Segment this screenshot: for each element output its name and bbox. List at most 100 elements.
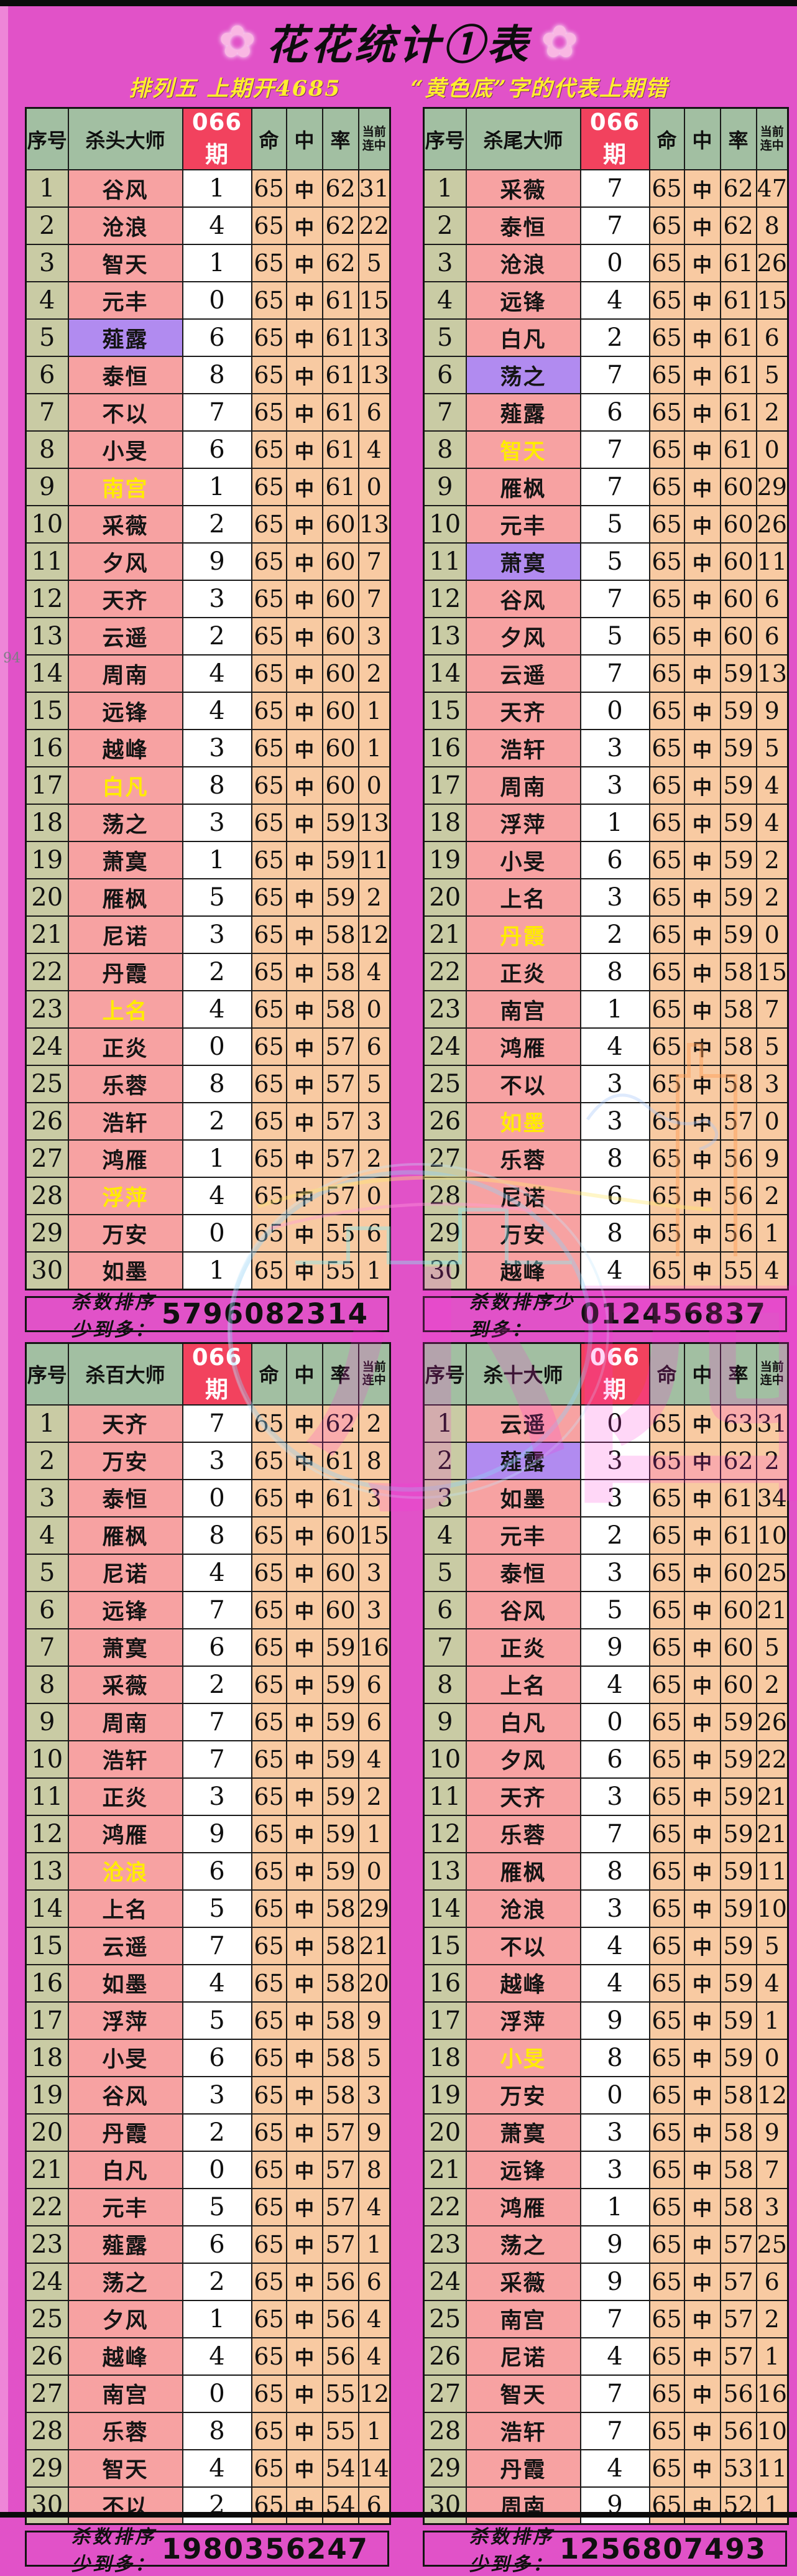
kill-order-value: 1256807493	[559, 2532, 767, 2565]
table-row: 8 小旻 6 65 中 61 4	[25, 430, 391, 469]
table-row: 21 远锋 3 65 中 58 7	[423, 2150, 789, 2189]
master-name-cell: 薤露	[465, 1441, 581, 1480]
total-periods-cell: 65	[251, 804, 287, 842]
col-header-master: 杀头大师	[67, 107, 183, 170]
row-index-cell: 28	[423, 1177, 467, 1215]
table-row: 25 南宫 7 65 中 57 2	[423, 2299, 789, 2338]
table-row: 29 万安 8 65 中 56 1	[423, 1214, 789, 1253]
table-row: 15 远锋 4 65 中 60 1	[25, 692, 391, 730]
hit-flag-cell: 中	[285, 2411, 323, 2450]
table-row: 26 越峰 4 65 中 56 4	[25, 2337, 391, 2376]
kill-number-cell: 2	[182, 1665, 252, 1704]
row-index-cell: 15	[25, 1926, 69, 1965]
master-name-cell: 不以	[465, 1065, 581, 1103]
streak-cell: 11	[755, 542, 789, 581]
table-row: 2 万安 3 65 中 61 8	[25, 1441, 391, 1480]
kill-number-cell: 4	[579, 2449, 650, 2488]
total-periods-cell: 65	[648, 841, 685, 879]
row-index-cell: 18	[25, 2038, 69, 2077]
total-periods-cell: 65	[251, 1404, 287, 1443]
kill-number-cell: 5	[579, 1590, 650, 1629]
total-periods-cell: 65	[648, 244, 685, 282]
hit-flag-cell: 中	[285, 1740, 323, 1779]
total-periods-cell: 65	[648, 2486, 685, 2525]
table-row: 11 正炎 3 65 中 59 2	[25, 1777, 391, 1816]
table-row: 24 鸿雁 4 65 中 58 5	[423, 1027, 789, 1066]
total-periods-cell: 65	[648, 2449, 685, 2488]
hit-flag-cell: 中	[683, 2150, 721, 2189]
hit-flag-cell: 中	[683, 2038, 721, 2077]
kill-number-cell: 8	[182, 356, 252, 394]
rate-cell: 58	[719, 2075, 757, 2115]
master-name-cell: 越峰	[67, 2337, 183, 2376]
master-name-cell: 夕风	[465, 1740, 581, 1779]
kill-number-cell: 0	[579, 692, 650, 730]
total-periods-cell: 65	[648, 617, 685, 656]
hit-flag-cell: 中	[285, 1777, 323, 1816]
kill-number-cell: 6	[182, 2225, 252, 2264]
table-row: 7 不以 7 65 中 61 6	[25, 393, 391, 432]
table-row: 19 万安 0 65 中 58 12	[423, 2075, 789, 2115]
rate-cell: 61	[719, 244, 757, 282]
kill-number-cell: 7	[182, 393, 252, 432]
col-header-index: 序号	[25, 1342, 69, 1406]
col-header-streak: 当前连中	[357, 107, 391, 170]
streak-cell: 0	[755, 2038, 789, 2077]
kill-number-cell: 6	[579, 1740, 650, 1779]
streak-cell: 5	[755, 1628, 789, 1667]
col-header-period: 066期	[182, 107, 252, 170]
master-name-cell: 智天	[465, 430, 581, 469]
rate-cell: 57	[321, 2187, 359, 2226]
total-periods-cell: 65	[251, 2001, 287, 2040]
kill-number-cell: 7	[579, 430, 650, 469]
streak-cell: 1	[357, 1814, 391, 1853]
master-name-cell: 小旻	[67, 2038, 183, 2077]
row-index-cell: 23	[25, 2225, 69, 2264]
master-name-cell: 荡之	[67, 804, 183, 842]
col-header-period: 066期	[182, 1342, 252, 1406]
master-name-cell: 谷风	[465, 1590, 581, 1629]
table-row: 20 丹霞 2 65 中 57 9	[25, 2113, 391, 2152]
total-periods-cell: 65	[251, 2262, 287, 2301]
kill-number-cell: 3	[182, 729, 252, 767]
streak-cell: 0	[357, 1851, 391, 1891]
kill-hundreds-table: 序号 杀百大师 066期 命 中 率 当前连中 1 天齐 7 65 中 62 2 2 万安 3 65…	[25, 1341, 391, 2525]
hit-flag-cell: 中	[683, 729, 721, 767]
row-index-cell: 5	[423, 318, 467, 357]
row-index-cell: 25	[423, 2299, 467, 2338]
rate-cell: 59	[719, 804, 757, 842]
col-header-master: 杀百大师	[67, 1342, 183, 1406]
kill-number-cell: 2	[182, 1102, 252, 1141]
rate-cell: 60	[719, 580, 757, 618]
streak-cell: 7	[357, 542, 391, 581]
streak-cell: 4	[755, 1251, 789, 1290]
table-row: 5 白凡 2 65 中 61 6	[423, 318, 789, 357]
rate-cell: 61	[321, 281, 359, 320]
master-name-cell: 鸿雁	[465, 2187, 581, 2226]
total-periods-cell: 65	[251, 2449, 287, 2488]
rate-cell: 60	[321, 580, 359, 618]
streak-cell: 6	[357, 1665, 391, 1704]
table-row: 19 萧寞 1 65 中 59 11	[25, 841, 391, 879]
master-name-cell: 荡之	[67, 2262, 183, 2301]
rate-cell: 61	[321, 1478, 359, 1517]
row-index-cell: 26	[423, 1102, 467, 1141]
streak-cell: 13	[357, 804, 391, 842]
table-row: 8 智天 7 65 中 61 0	[423, 430, 789, 469]
streak-cell: 6	[357, 393, 391, 432]
row-index-cell: 16	[423, 1963, 467, 2003]
row-index-cell: 26	[423, 2337, 467, 2376]
kill-number-cell: 0	[182, 1478, 252, 1517]
hit-flag-cell: 中	[683, 356, 721, 394]
streak-cell: 31	[755, 1404, 789, 1443]
master-name-cell: 泰恒	[67, 1478, 183, 1517]
kill-number-cell: 3	[579, 1478, 650, 1517]
table-row: 16 如墨 4 65 中 58 20	[25, 1963, 391, 2003]
kill-number-cell: 8	[579, 953, 650, 991]
table-row: 5 薤露 6 65 中 61 13	[25, 318, 391, 357]
total-periods-cell: 65	[648, 1553, 685, 1592]
table-row: 21 尼诺 3 65 中 58 12	[25, 915, 391, 954]
rate-cell: 61	[719, 318, 757, 357]
total-periods-cell: 65	[251, 206, 287, 245]
master-name-cell: 天齐	[67, 1404, 183, 1443]
